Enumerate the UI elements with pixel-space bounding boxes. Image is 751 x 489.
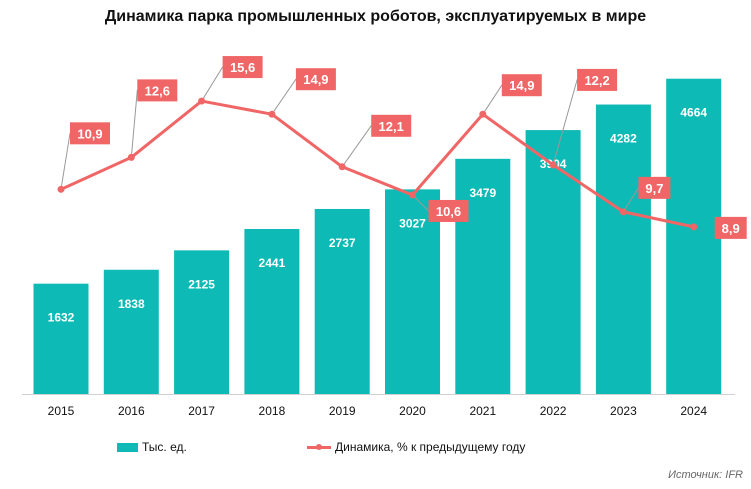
bar xyxy=(33,283,89,394)
line-label-box xyxy=(428,199,469,222)
line-value-label: 8,9 xyxy=(722,221,740,236)
legend-label-line: Динамика, % к предыдущему году xyxy=(335,440,526,454)
line-value-label: 14,9 xyxy=(509,78,534,93)
bar xyxy=(174,250,230,394)
x-tick-label: 2016 xyxy=(118,404,145,418)
x-tick-label: 2019 xyxy=(329,404,356,418)
leader-line xyxy=(341,125,376,168)
line-point xyxy=(549,161,557,169)
line-value-label: 15,6 xyxy=(230,60,255,75)
bar xyxy=(595,104,651,394)
leader-line xyxy=(271,78,300,115)
bar xyxy=(314,208,370,394)
bar-value-label: 4664 xyxy=(680,106,707,120)
bar-value-label: 3479 xyxy=(469,186,496,200)
line-point xyxy=(268,110,276,118)
line-value-label: 12,1 xyxy=(379,119,404,134)
line-point xyxy=(198,97,206,105)
line-point xyxy=(619,208,627,216)
bar-value-label: 2125 xyxy=(188,277,215,291)
bar xyxy=(385,189,440,394)
bar-value-label: 2441 xyxy=(259,256,286,270)
bar-value-label: 1838 xyxy=(118,297,145,311)
line-label-box xyxy=(222,56,263,79)
line-label-box xyxy=(714,216,747,239)
line-value-label: 14,9 xyxy=(303,72,328,87)
line-label-box xyxy=(137,79,178,102)
line-label-box xyxy=(371,114,412,137)
bar xyxy=(525,130,581,394)
line-point xyxy=(127,153,135,161)
line-point xyxy=(57,185,65,193)
x-tick-label: 2022 xyxy=(540,404,567,418)
x-tick-label: 2021 xyxy=(469,404,496,418)
line-label-box xyxy=(70,122,110,145)
line-label-box xyxy=(501,74,542,97)
line-label-box xyxy=(577,68,618,91)
bar xyxy=(103,269,159,394)
line-value-label: 10,6 xyxy=(436,204,461,219)
legend-item-line: Динамика, % к предыдущему году xyxy=(307,440,525,454)
bar xyxy=(455,158,511,394)
chart-title: Динамика парка промышленных роботов, экс… xyxy=(104,8,647,25)
bar-value-label: 1632 xyxy=(48,311,75,325)
legend-item-bars: Тыс. ед. xyxy=(117,440,187,454)
source-note: Источник: IFR xyxy=(668,469,743,481)
x-tick-label: 2023 xyxy=(610,404,637,418)
line-point xyxy=(479,110,487,118)
line-label-box xyxy=(638,176,671,199)
legend-label-bars: Тыс. ед. xyxy=(142,440,187,454)
bar-value-label: 3027 xyxy=(399,216,426,230)
bar xyxy=(244,228,300,394)
x-tick-label: 2024 xyxy=(680,404,707,418)
line-label-box xyxy=(295,68,336,91)
line-point xyxy=(690,223,698,231)
line-value-label: 12,6 xyxy=(145,83,170,98)
x-tick-label: 2015 xyxy=(48,404,75,418)
bar xyxy=(666,78,722,395)
bar-value-label: 2737 xyxy=(329,236,356,250)
line-series xyxy=(60,99,695,229)
legend-swatch-bars xyxy=(117,442,138,452)
line-point xyxy=(409,191,416,199)
legend-swatch-line xyxy=(307,443,331,450)
x-tick-label: 2017 xyxy=(188,404,215,418)
x-tick-label: 2018 xyxy=(259,404,286,418)
line-value-label: 9,7 xyxy=(645,181,663,196)
line-value-label: 10,9 xyxy=(77,126,102,141)
x-tick-label: 2020 xyxy=(399,404,426,418)
line-point xyxy=(338,163,346,171)
line-value-label: 12,2 xyxy=(584,73,609,88)
bar-value-label: 4282 xyxy=(610,132,637,146)
